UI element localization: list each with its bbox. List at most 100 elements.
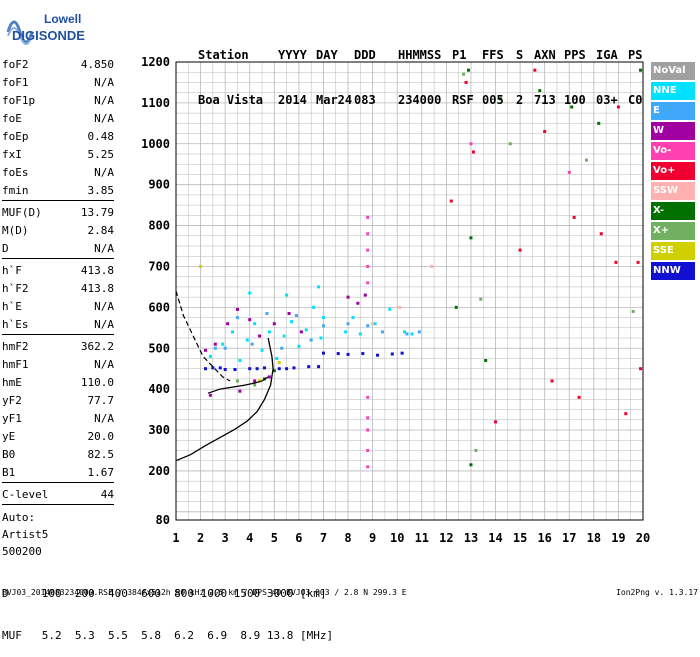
param-name: hmF2 <box>2 339 29 353</box>
echo-point-w <box>267 375 271 379</box>
header-value-10: 03+ <box>596 93 618 107</box>
echo-point-nnw <box>390 352 394 356</box>
header-label-6: FFS <box>482 48 504 62</box>
param-name: foF2 <box>2 57 29 71</box>
echo-point-nne <box>312 305 316 309</box>
echo-point-vo- <box>469 142 473 146</box>
param-row: yF2 77.7 <box>2 391 114 409</box>
profile-topside-trace <box>175 290 231 382</box>
param-value: 413.8 <box>80 281 114 295</box>
echo-point-x- <box>597 121 601 125</box>
param-row: foE N/A <box>2 109 114 127</box>
x-tick-label: 1 <box>172 531 179 545</box>
x-tick-label: 3 <box>222 531 229 545</box>
plot-frame <box>175 61 644 521</box>
y-tick-label: 900 <box>148 178 170 192</box>
legend-item-x-: X- <box>651 202 695 220</box>
echo-point-x- <box>235 379 239 383</box>
param-row: hmF2 362.2 <box>2 337 114 355</box>
echo-point-vo- <box>366 395 370 399</box>
echo-point-w <box>238 389 242 393</box>
legend-item-vo-: Vo- <box>651 142 695 160</box>
echo-point-nne <box>221 342 225 346</box>
param-name: B0 <box>2 447 16 461</box>
echo-point-e <box>346 322 350 326</box>
y-tick-label: 300 <box>148 423 170 437</box>
echo-point-vo- <box>366 215 370 219</box>
param-name: D <box>2 241 9 255</box>
echo-point-x- <box>498 97 502 101</box>
echo-point-nnw <box>255 367 259 371</box>
param-value: 20.0 <box>87 429 115 443</box>
param-value: N/A <box>94 317 114 331</box>
echo-point-nne <box>297 344 301 348</box>
echo-point-nne <box>290 320 294 324</box>
echo-point-nne <box>238 359 242 363</box>
muf-value-line: MUF 5.2 5.3 5.5 5.8 6.2 6.9 8.9 13.8 [MH… <box>2 629 334 642</box>
legend-item-vo-: Vo+ <box>651 162 695 180</box>
echo-point-sse <box>199 264 203 268</box>
param-value: 13.79 <box>80 205 114 219</box>
echo-point-w <box>248 318 252 322</box>
profile-trace <box>175 337 274 462</box>
logo-line2: DIGISONDE <box>12 28 85 43</box>
x-tick-label: 4 <box>246 531 253 545</box>
echo-point-sse <box>277 361 281 365</box>
echo-point-ssw <box>371 322 375 326</box>
x-tick-label: 9 <box>369 531 376 545</box>
param-name: MUF(D) <box>2 205 42 219</box>
header-label-8: AXN <box>534 48 556 62</box>
header-label-0: Station <box>198 48 249 62</box>
echo-point-w <box>226 322 230 326</box>
x-tick-label: 10 <box>390 531 404 545</box>
echo-point-vo- <box>533 68 537 72</box>
y-tick-label: 500 <box>148 341 170 355</box>
echo-point-nne <box>373 322 377 326</box>
echo-point-nne <box>403 330 407 334</box>
x-tick-label: 11 <box>415 531 429 545</box>
echo-point-nnw <box>203 367 207 371</box>
muf-distance-line: D 100 200 400 600 800 1000 1500 3000 [km… <box>2 587 327 600</box>
echo-point-nne <box>344 330 348 334</box>
x-tick-label: 7 <box>320 531 327 545</box>
echo-point-nnw <box>223 368 227 372</box>
echo-point-nnw <box>285 367 289 371</box>
param-row: C-level 44 <box>2 485 114 503</box>
legend-item-nnw: NNW <box>651 262 695 280</box>
x-tick-label: 12 <box>439 531 453 545</box>
param-row: B1 1.67 <box>2 463 114 481</box>
x-axis: 1 2 3 4 5 6 7 8 9 10 11 12 13 14 15 16 17 18 19 20 <box>172 531 650 545</box>
echo-point-nnw <box>400 351 404 355</box>
x-tick-label: 20 <box>636 531 650 545</box>
divider <box>2 482 114 483</box>
echo-point-vo- <box>366 264 370 268</box>
param-value: N/A <box>94 411 114 425</box>
echo-point-w <box>253 379 257 383</box>
header-labels: Station YYYY DAY DDD HHMMSS P1 FFS S AXN PPS IGA PS <box>198 48 698 63</box>
echo-point-e <box>280 346 284 350</box>
param-row: yF1 N/A <box>2 409 114 427</box>
echo-point-w <box>203 348 207 352</box>
param-value: N/A <box>94 75 114 89</box>
legend-item-e: E <box>651 102 695 120</box>
header-label-5: P1 <box>452 48 467 62</box>
legend: NoVal NNE E W Vo- Vo+ SSW X- X+ SSE NNW <box>651 62 695 282</box>
param-value: 1.67 <box>87 465 115 479</box>
param-group-clevel: C-level 44 <box>2 485 114 503</box>
echo-point-nne <box>285 293 289 297</box>
param-name: fxI <box>2 147 22 161</box>
legend-item-noval: NoVal <box>651 62 695 80</box>
echo-point-x- <box>253 383 257 387</box>
echo-point-e <box>309 338 313 342</box>
echo-point-vo- <box>366 428 370 432</box>
param-row: foF1 N/A <box>2 73 114 91</box>
echo-point-vo- <box>449 199 453 203</box>
header-value-8: 713 <box>534 93 556 107</box>
y-tick-label: 1100 <box>141 96 170 110</box>
echo-point-nne <box>248 291 252 295</box>
echo-point-w <box>299 330 303 334</box>
echo-point-nne <box>388 307 392 311</box>
param-row: fxI 5.25 <box>2 145 114 163</box>
echo-point-vo- <box>550 379 554 383</box>
echo-point-vo- <box>366 232 370 236</box>
